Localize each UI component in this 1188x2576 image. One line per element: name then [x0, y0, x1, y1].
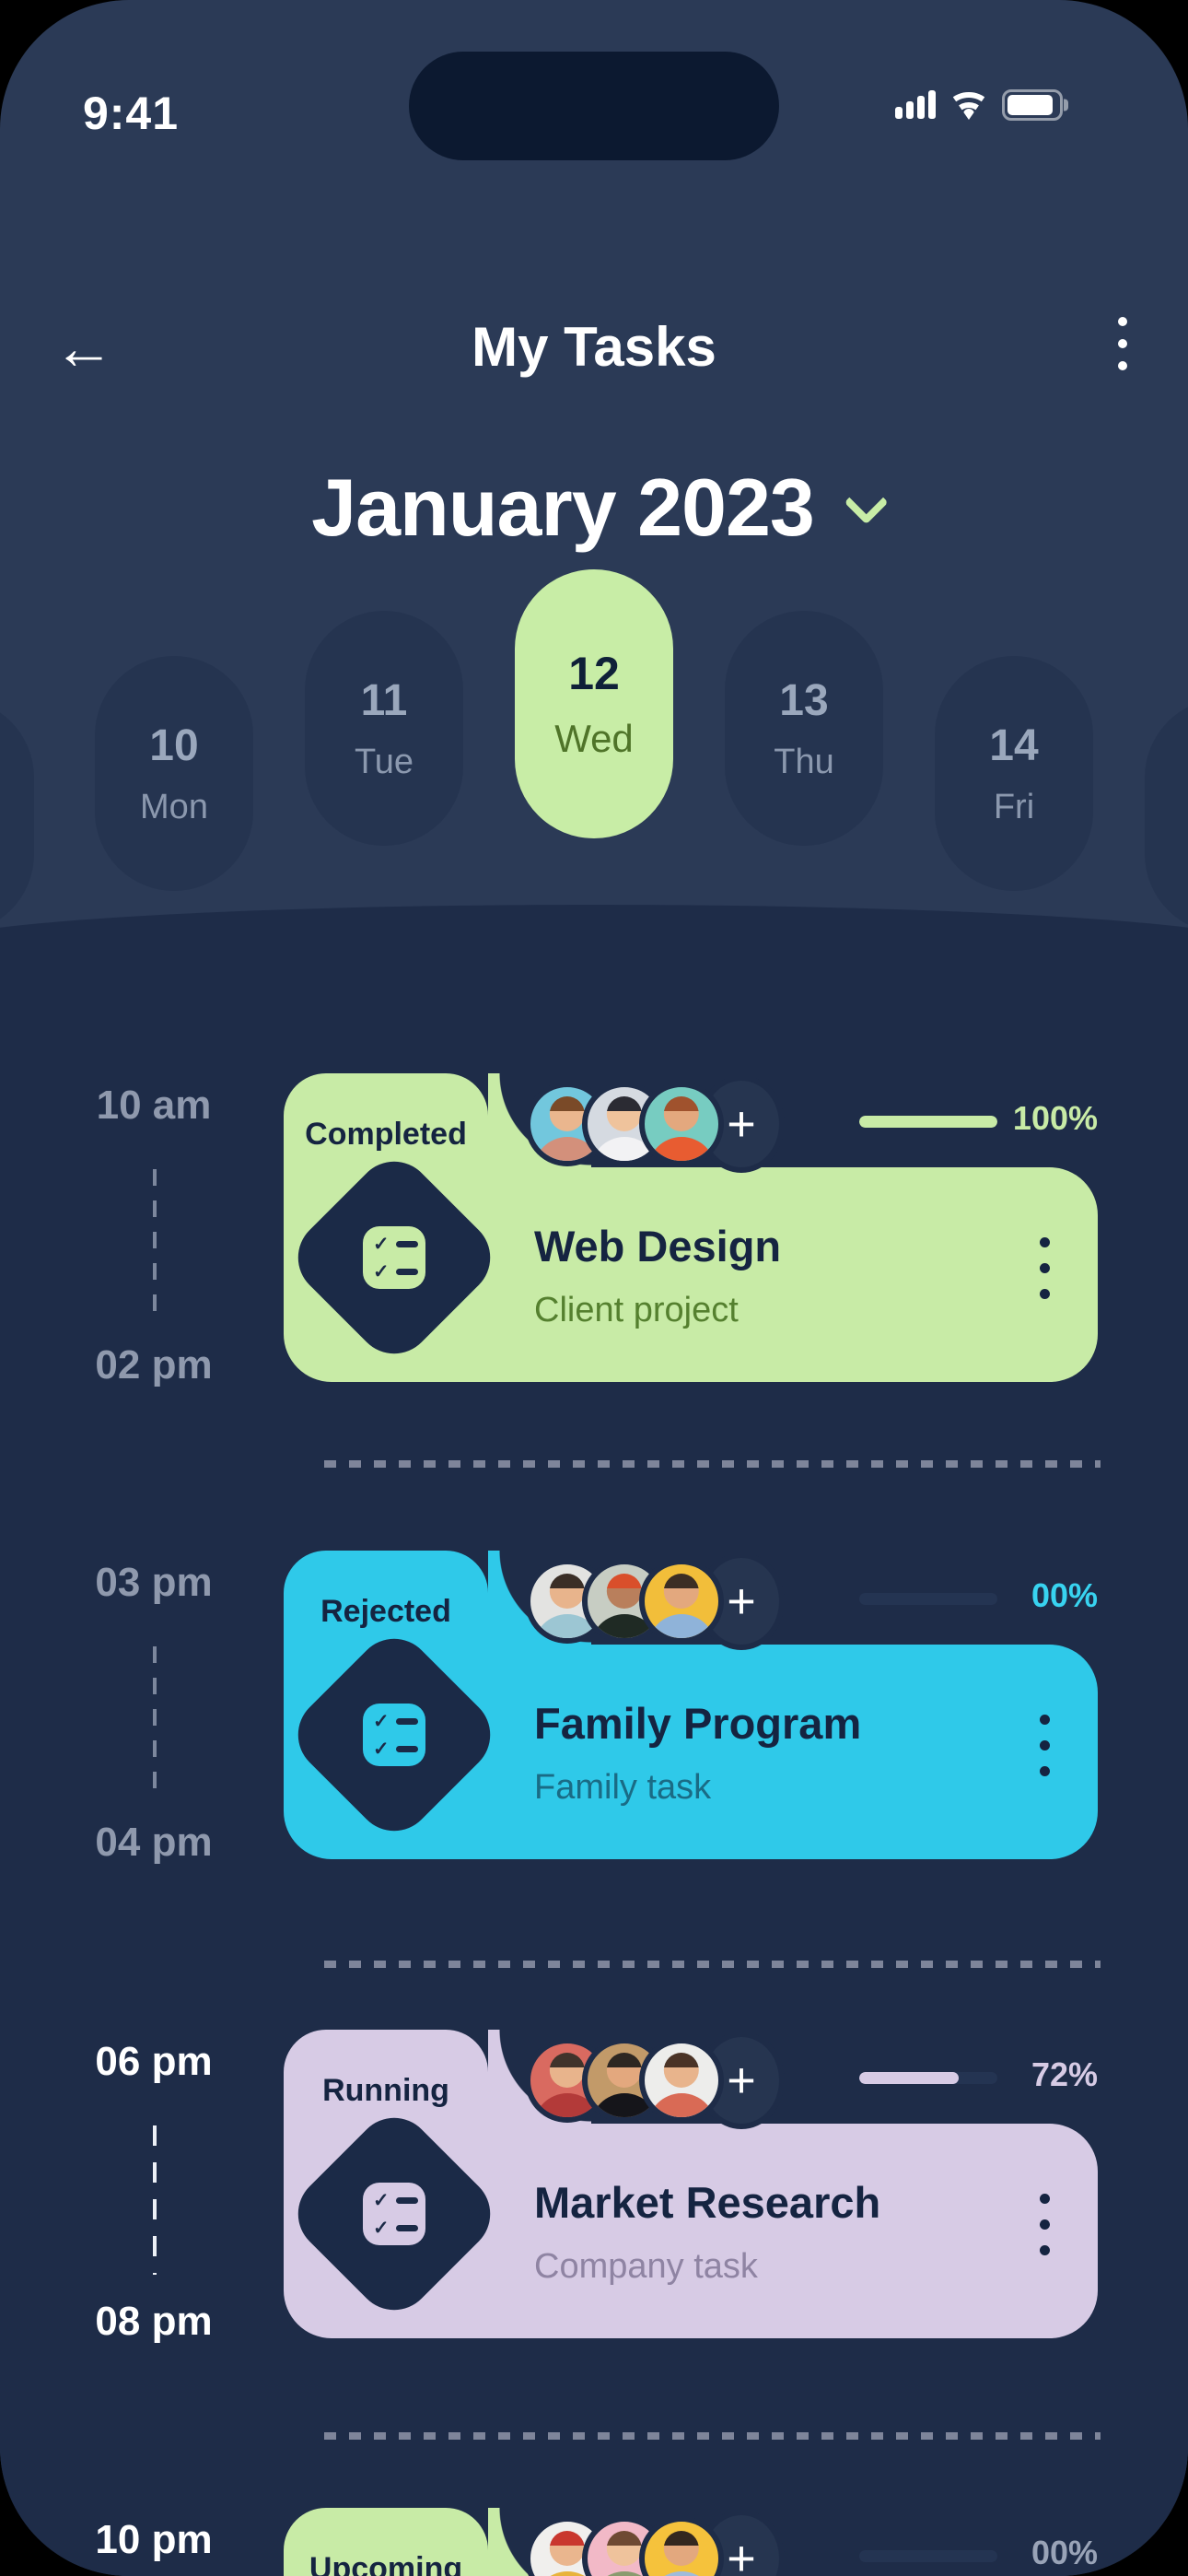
date-number: 12	[568, 648, 620, 699]
task-card-web-design[interactable]: Completed + 100% ✓ ✓ Web Design Client p…	[282, 1073, 1098, 1382]
task-card-upcoming[interactable]: Upcoming + 00%	[284, 2508, 1098, 2576]
task-block-family-program: 03 pm 04 pm Rejected + 00% ✓ ✓ Family Pr…	[0, 1551, 1188, 1938]
progress-percent: 100%	[1012, 1099, 1098, 1137]
dynamic-island	[409, 52, 779, 160]
date-weekday: Fri	[993, 787, 1035, 826]
status-badge: Running	[284, 2030, 488, 2124]
status-badge: Completed	[284, 1073, 488, 1167]
time-label: 10 am	[96, 1083, 212, 1128]
time-label: 06 pm	[95, 2039, 213, 2084]
assignee-avatars: +	[525, 1075, 785, 1173]
task-options-icon[interactable]	[1040, 1237, 1050, 1299]
timeline-dashed-line	[153, 1646, 157, 1796]
avatar[interactable]	[639, 1559, 724, 1644]
status-badge: Rejected	[284, 1551, 488, 1645]
status-icons	[895, 87, 1063, 123]
timeline-dashed-line	[153, 1169, 157, 1318]
time-label: 02 pm	[95, 1342, 213, 1388]
separator	[324, 1460, 1101, 1468]
task-block-web-design: 10 am 02 pm Completed + 100% ✓ ✓ Web Des…	[0, 1073, 1188, 1460]
timeline-dashed-line	[153, 2125, 157, 2275]
date-pill-partial-left	[0, 698, 34, 933]
progress-percent: 72%	[1031, 2055, 1098, 2093]
add-member-button[interactable]: +	[698, 1552, 785, 1650]
date-pill-14[interactable]: 14 Fri	[935, 656, 1093, 891]
time-label: 04 pm	[95, 1820, 213, 1865]
task-block-market-research: 06 pm 08 pm Running + 72% ✓ ✓ Market Res…	[0, 2030, 1188, 2417]
progress-percent: 00%	[1031, 2534, 1098, 2571]
time-label: 10 pm	[95, 2517, 213, 2562]
month-selector[interactable]: January 2023	[0, 461, 1188, 555]
status-badge: Upcoming	[284, 2508, 488, 2576]
date-pill-12-selected[interactable]: 12 Wed	[515, 569, 673, 838]
task-block-upcoming: 10 pm Upcoming + 00%	[0, 2508, 1188, 2576]
status-time: 9:41	[82, 88, 180, 139]
time-label: 03 pm	[95, 1560, 213, 1605]
task-card-family-program[interactable]: Rejected + 00% ✓ ✓ Family Program Family…	[282, 1551, 1098, 1859]
date-number: 13	[779, 675, 829, 725]
chevron-down-icon	[844, 480, 889, 525]
separator	[324, 2432, 1101, 2440]
task-subtitle: Company task	[534, 2247, 758, 2286]
date-weekday: Thu	[774, 742, 834, 781]
date-pill-11[interactable]: 11 Tue	[305, 611, 463, 846]
progress-percent: 00%	[1031, 1576, 1098, 1614]
avatar[interactable]	[639, 2038, 724, 2123]
battery-icon	[1002, 89, 1063, 121]
progress-bar	[859, 2072, 997, 2084]
task-card-market-research[interactable]: Running + 72% ✓ ✓ Market Research Compan…	[282, 2030, 1098, 2338]
date-number: 11	[360, 675, 408, 725]
task-title: Web Design	[534, 1222, 782, 1270]
task-options-icon[interactable]	[1040, 1715, 1050, 1776]
assignee-avatars: +	[525, 2032, 785, 2129]
task-title: Market Research	[534, 2178, 881, 2227]
assignee-avatars: +	[525, 2510, 785, 2576]
date-weekday: Wed	[554, 717, 634, 760]
date-number: 14	[989, 720, 1039, 770]
wifi-icon	[945, 90, 993, 120]
date-pill-13[interactable]: 13 Thu	[725, 611, 883, 846]
date-weekday: Mon	[140, 787, 208, 826]
back-arrow-icon[interactable]: ←	[53, 313, 114, 381]
date-pill-10[interactable]: 10 Mon	[95, 656, 253, 891]
more-options-icon[interactable]	[1118, 317, 1127, 370]
separator	[324, 1961, 1101, 1968]
progress-bar	[859, 1593, 997, 1605]
task-subtitle: Family task	[534, 1768, 712, 1807]
avatar[interactable]	[639, 1082, 724, 1166]
time-label: 08 pm	[95, 2299, 213, 2344]
task-title: Family Program	[534, 1699, 862, 1748]
date-number: 10	[149, 720, 199, 770]
app-bar: ← My Tasks	[0, 306, 1188, 389]
avatar[interactable]	[639, 2516, 724, 2576]
month-label: January 2023	[311, 462, 815, 553]
assignee-avatars: +	[525, 1552, 785, 1650]
task-subtitle: Client project	[534, 1291, 739, 1329]
progress-bar	[859, 1116, 997, 1128]
date-pill-partial-right	[1145, 698, 1188, 933]
task-options-icon[interactable]	[1040, 2194, 1050, 2255]
cellular-signal-icon	[895, 90, 936, 119]
date-weekday: Tue	[354, 742, 414, 781]
page-title: My Tasks	[472, 316, 716, 378]
progress-bar	[859, 2550, 997, 2562]
